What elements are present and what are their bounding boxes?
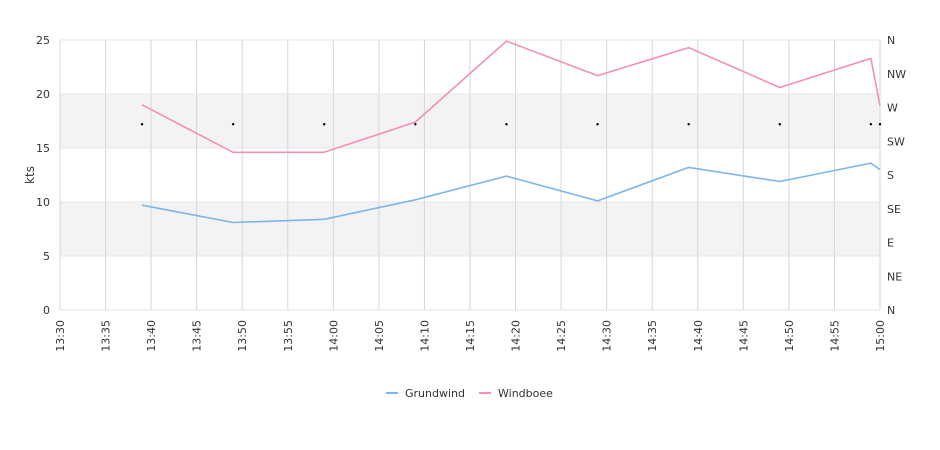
right-tick-label: NE [887, 270, 902, 283]
right-tick-label: NW [887, 68, 906, 81]
horizontal-grid [60, 39, 880, 311]
right-tick-label: S [887, 169, 894, 182]
legend-item[interactable]: Grundwind [386, 387, 465, 400]
direction-marker [687, 123, 690, 126]
x-tick-label: 15:00 [874, 320, 887, 352]
x-tick-label: 14:10 [418, 320, 431, 352]
series-line-grundwind [141, 162, 881, 224]
y-tick-label: 25 [36, 34, 50, 47]
vertical-grid [59, 40, 881, 310]
right-tick-label: E [887, 237, 894, 250]
legend-item[interactable]: Windboee [479, 387, 553, 400]
direction-marker [869, 123, 873, 126]
right-tick-label: N [887, 304, 895, 317]
x-tick-label: 14:40 [692, 320, 705, 352]
right-tick-label: W [887, 102, 898, 115]
direction-marker [323, 123, 326, 126]
x-tick-label: 13:50 [236, 320, 249, 352]
right-tick-label: SW [887, 135, 905, 148]
x-tick-label: 14:05 [373, 320, 386, 352]
x-tick-label: 13:55 [282, 320, 295, 352]
series-line-windboee [141, 40, 881, 154]
legend-label: Grundwind [405, 387, 465, 400]
y-tick-label: 0 [43, 304, 50, 317]
direction-marker [778, 123, 781, 126]
direction-marker [231, 123, 235, 126]
y-axis-ticks: 0 5 10 15 20 25 [36, 34, 50, 317]
x-tick-label: 13:35 [100, 320, 113, 352]
direction-marker [505, 123, 508, 126]
x-tick-label: 14:45 [737, 320, 750, 352]
y-tick-label: 5 [43, 250, 50, 263]
series-lines [141, 40, 881, 224]
y-tick-label: 10 [36, 196, 50, 209]
x-tick-label: 14:25 [555, 320, 568, 352]
x-tick-label: 14:35 [646, 320, 659, 352]
x-axis-ticks: 13:30 13:35 13:40 13:45 13:50 13:55 14:00 14:05… [54, 320, 887, 352]
x-tick-label: 14:15 [464, 320, 477, 352]
x-tick-label: 14:30 [601, 320, 614, 352]
direction-marker [414, 123, 417, 126]
direction-marker [140, 123, 144, 126]
x-tick-label: 13:30 [54, 320, 67, 352]
x-tick-label: 14:20 [510, 320, 523, 352]
right-axis-ticks: N NE E SE S SW W NW N [887, 34, 906, 317]
y-axis-label: kts [23, 166, 37, 184]
right-tick-label: N [887, 34, 895, 47]
direction-marker [596, 123, 599, 126]
direction-marker [878, 123, 882, 126]
x-tick-label: 13:45 [191, 320, 204, 352]
x-tick-label: 14:50 [783, 320, 796, 352]
x-tick-label: 14:55 [828, 320, 841, 352]
y-tick-label: 20 [36, 88, 50, 101]
y-tick-label: 15 [36, 142, 50, 155]
legend[interactable]: Grundwind Windboee [386, 387, 553, 400]
right-tick-label: SE [887, 203, 901, 216]
legend-label: Windboee [498, 387, 553, 400]
direction-markers [140, 123, 882, 126]
x-tick-label: 13:40 [145, 320, 158, 352]
x-tick-label: 14:00 [327, 320, 340, 352]
